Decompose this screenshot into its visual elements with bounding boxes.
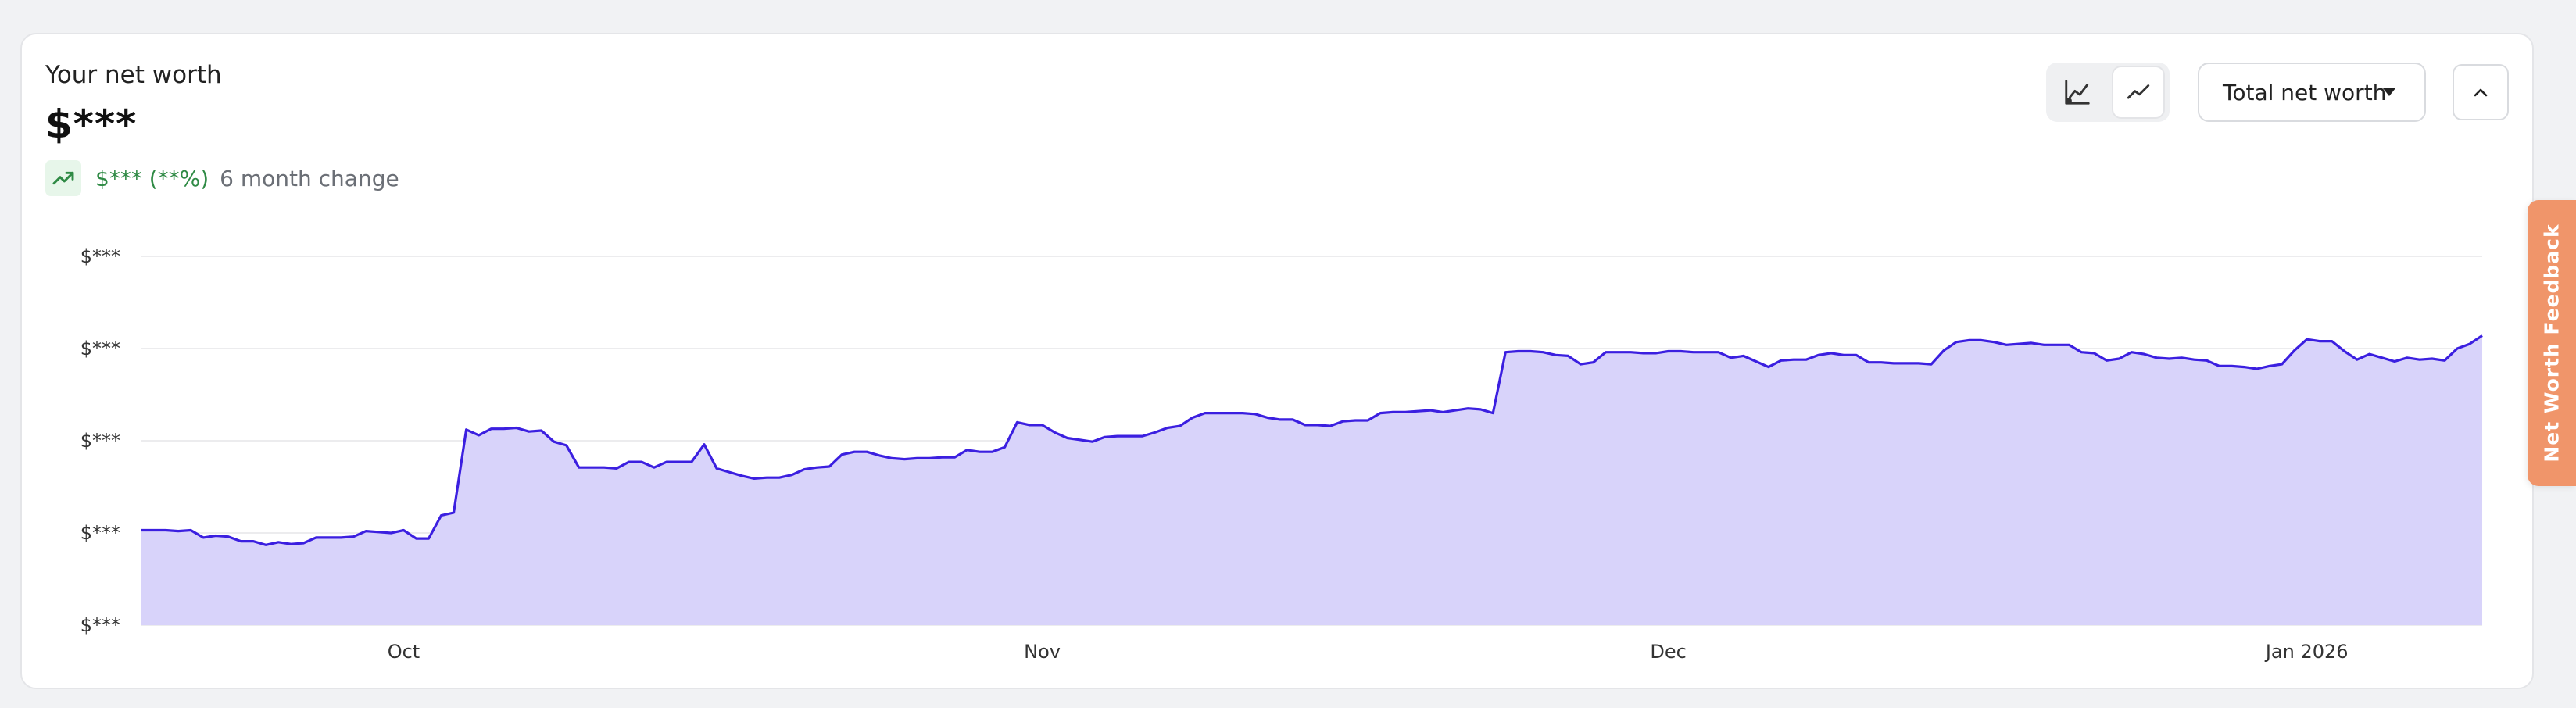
net-worth-value: $***: [45, 102, 138, 147]
net-worth-feedback-tab[interactable]: Net Worth Feedback: [2528, 200, 2576, 486]
change-value: $*** (**%): [95, 165, 209, 191]
change-period-label: 6 month change: [220, 165, 399, 191]
change-summary: $*** (**%) 6 month change: [45, 160, 399, 196]
chart-type-toggle: [2046, 63, 2170, 122]
card-title: Your net worth: [45, 61, 222, 89]
net-worth-type-dropdown[interactable]: Total net worth: [2198, 63, 2426, 122]
trend-line-button[interactable]: [2112, 66, 2165, 119]
dropdown-selected-value: Total net worth: [2223, 79, 2387, 105]
feedback-tab-label: Net Worth Feedback: [2540, 223, 2563, 463]
chevron-up-icon: [2474, 88, 2488, 97]
collapse-button[interactable]: [2453, 64, 2509, 120]
trending-up-icon: [45, 160, 81, 196]
line-chart-axes-icon: [2065, 80, 2090, 105]
net-worth-card: [20, 33, 2534, 689]
caret-down-icon: [2383, 88, 2395, 96]
line-chart-axes-button[interactable]: [2051, 66, 2104, 119]
trend-line-icon: [2127, 84, 2150, 99]
